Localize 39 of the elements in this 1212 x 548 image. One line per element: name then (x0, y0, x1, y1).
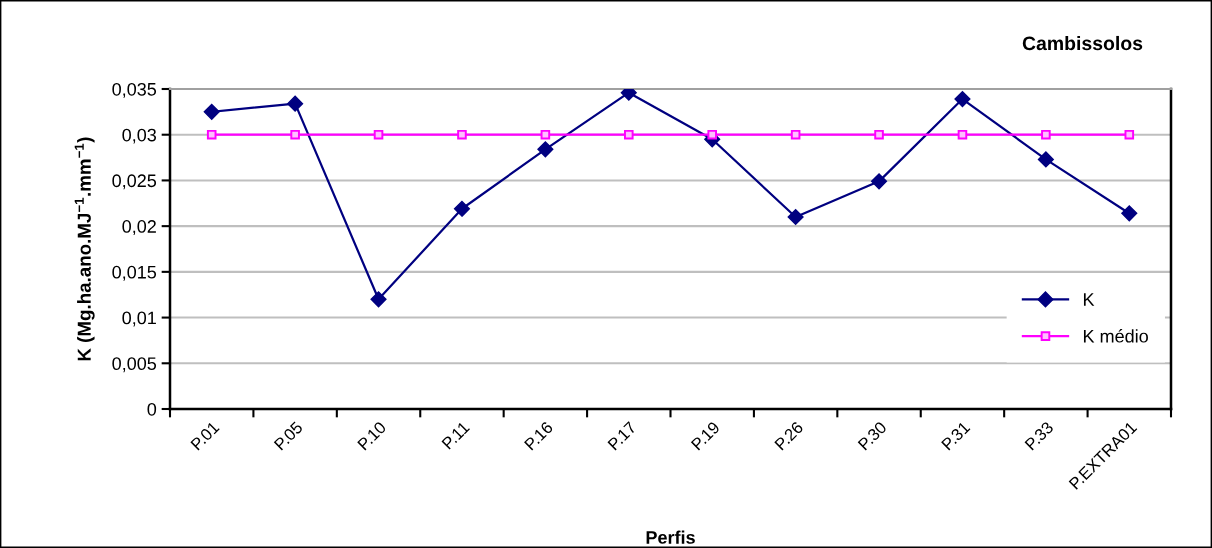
point (624, 129, 634, 140)
point (790, 129, 801, 140)
point (870, 173, 888, 190)
point (1124, 129, 1135, 140)
point (1041, 129, 1051, 140)
point (540, 129, 551, 140)
point (287, 95, 304, 112)
point (787, 208, 804, 226)
point (707, 129, 717, 140)
x-tick-label: P.19 (690, 420, 721, 451)
point (874, 129, 884, 140)
y-axis-title: K (Mg.ha.ano.MJ$^{−1}$.mm$^{−1}$) (74, 137, 95, 361)
legend-label: K (1083, 293, 1095, 306)
point (453, 200, 471, 217)
x-tick-label: P.01 (190, 421, 220, 451)
point (957, 129, 968, 140)
y-tick-label: 0,005 (112, 357, 157, 373)
x-axis-title: Perfis (646, 530, 695, 544)
y-tick-label: 0,02 (122, 220, 156, 235)
point (537, 141, 554, 158)
y-tick-label: 0,035 (112, 82, 157, 98)
y-tick-label: 0,03 (122, 128, 157, 144)
point (1121, 205, 1138, 222)
legend-label: K médio (1083, 329, 1148, 343)
x-tick-label: P.31 (941, 421, 971, 451)
y-tick-label: 0,025 (112, 174, 157, 190)
point (457, 129, 467, 140)
point (370, 291, 387, 308)
y-tick-label: 0,01 (122, 311, 156, 327)
point (954, 90, 971, 108)
y-tick-label: 0,015 (112, 265, 157, 281)
point (373, 129, 384, 140)
point (206, 129, 217, 140)
point (290, 129, 300, 140)
point (203, 103, 220, 120)
chart-title: Cambissolos (1022, 35, 1143, 51)
point (1037, 151, 1054, 168)
x-tick-label: P.11 (441, 421, 470, 450)
y-tick-label: 0 (147, 402, 157, 416)
